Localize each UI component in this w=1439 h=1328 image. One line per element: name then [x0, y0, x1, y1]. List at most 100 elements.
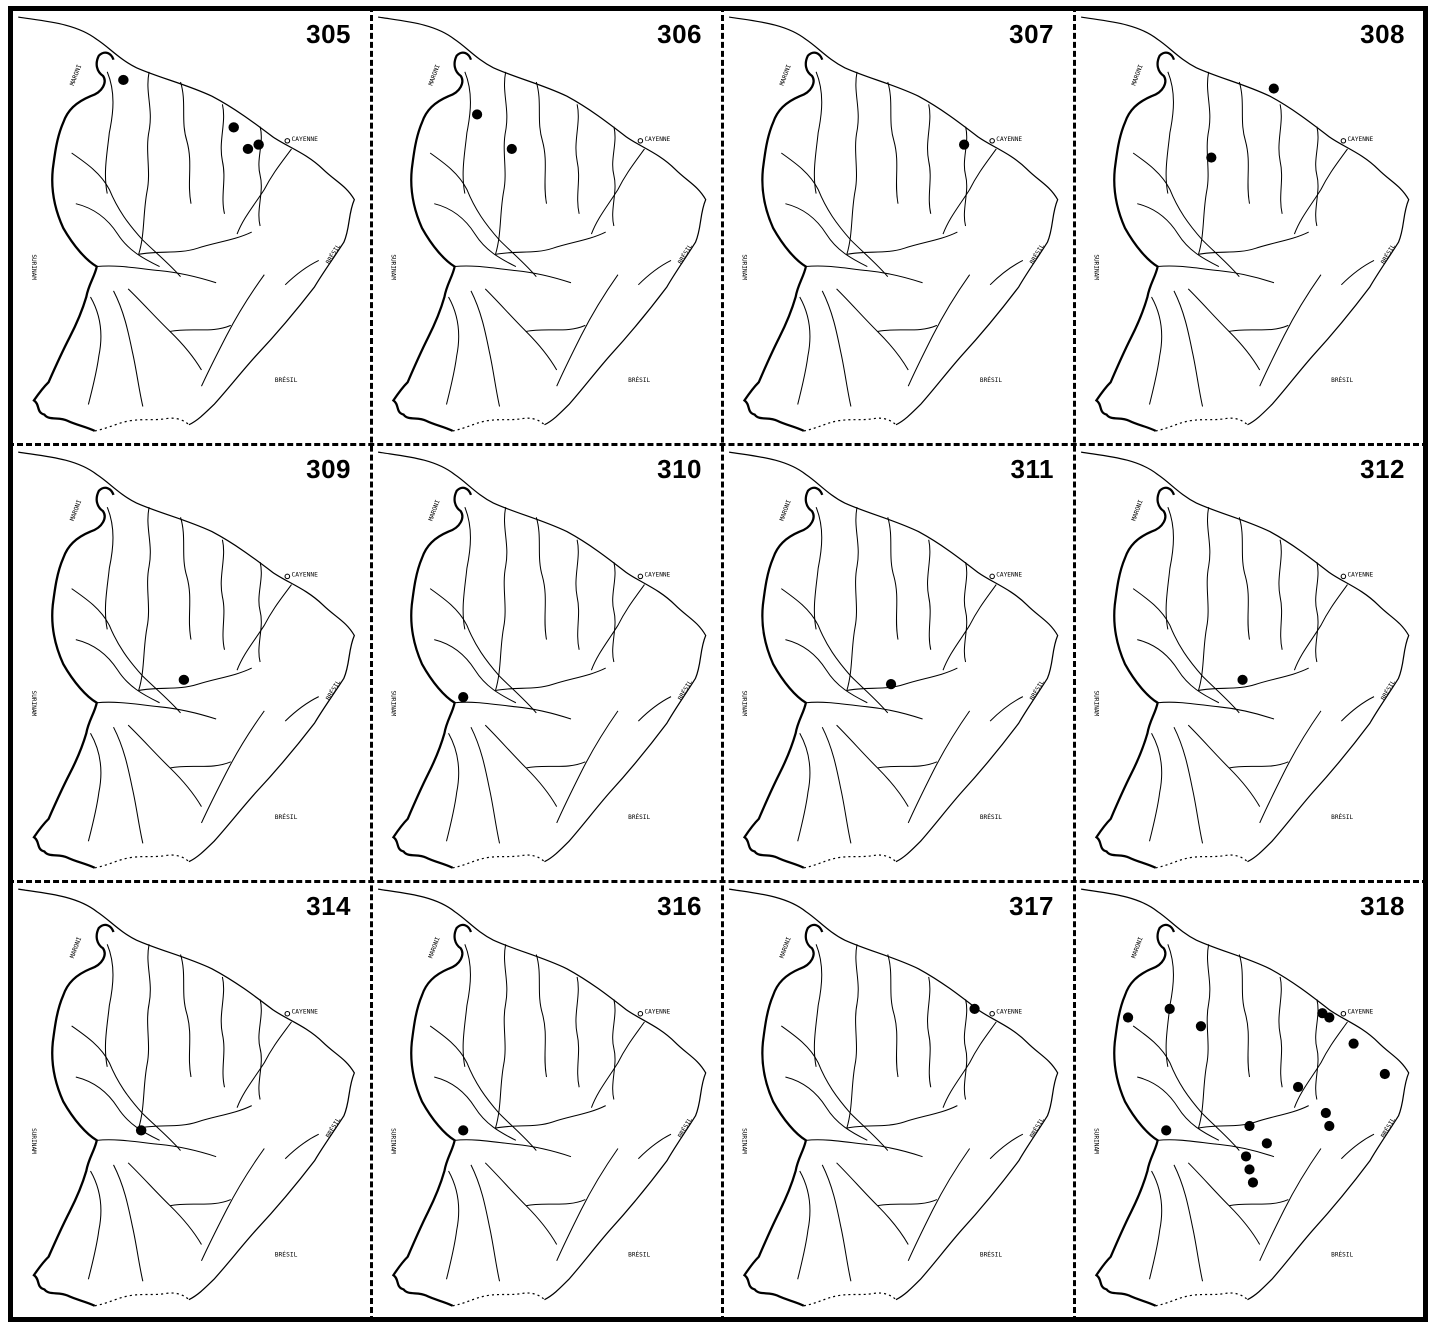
map-coastline-rivers	[376, 15, 707, 432]
locality-dot	[1240, 1151, 1252, 1162]
map-label-river: MARONI	[427, 63, 441, 86]
map-label-west: SURINAM	[740, 254, 747, 280]
panel-divider-vertical	[1073, 6, 1076, 1322]
map-label-town: CAYENNE	[644, 136, 670, 143]
locality-dot	[885, 679, 897, 690]
guiana-outline-map: CAYENNE BRÉSIL MARONI SURINAM BRÉSIL	[17, 887, 356, 1307]
locality-dot	[1244, 1164, 1255, 1175]
guiana-outline-map: CAYENNE BRÉSIL MARONI SURINAM BRÉSIL	[1079, 15, 1410, 432]
map-label-town: CAYENNE	[996, 1009, 1022, 1016]
map-label-town: CAYENNE	[996, 571, 1022, 578]
map-label-south: BRÉSIL	[1331, 375, 1353, 384]
map-label-west: SURINAM	[1092, 1128, 1099, 1154]
map-panel: CAYENNE BRÉSIL MARONI SURINAM BRÉSIL 312	[1076, 446, 1423, 879]
map-label-south: BRÉSIL	[628, 812, 650, 821]
panel-number: 316	[657, 891, 702, 921]
locality-dot	[135, 1125, 147, 1136]
map-label-town: CAYENNE	[1347, 1009, 1373, 1016]
map-coastline-rivers	[727, 15, 1059, 432]
guiana-outline-map: CAYENNE BRÉSIL MARONI SURINAM BRÉSIL	[17, 450, 356, 869]
map-label-river: MARONI	[779, 63, 793, 86]
map-label-south: BRÉSIL	[275, 1250, 298, 1259]
map-coastline-rivers	[727, 450, 1059, 869]
panel-number: 307	[1009, 19, 1054, 49]
map-label-east: BRÉSIL	[675, 678, 694, 702]
map-label-east: BRÉSIL	[675, 1115, 694, 1139]
map-coastline-rivers	[376, 450, 707, 869]
locality-dot	[1348, 1038, 1359, 1049]
map-coastline-rivers	[1079, 888, 1410, 1307]
panel-number: 317	[1009, 891, 1054, 921]
map-label-river: MARONI	[69, 936, 83, 959]
map-panel: CAYENNE BRÉSIL MARONI SURINAM BRÉSIL 314	[13, 883, 369, 1317]
guiana-outline-map: CAYENNE BRÉSIL MARONI SURINAM BRÉSIL	[1079, 888, 1410, 1307]
panel-number: 308	[1360, 19, 1405, 49]
locality-dot	[1195, 1021, 1207, 1032]
map-label-west: SURINAM	[740, 691, 747, 717]
map-panel: CAYENNE BRÉSIL MARONI SURINAM BRÉSIL 309	[13, 446, 369, 879]
guiana-outline-map: CAYENNE BRÉSIL MARONI SURINAM BRÉSIL	[376, 450, 707, 869]
locality-dot	[118, 74, 129, 86]
map-label-south: BRÉSIL	[628, 375, 650, 384]
guiana-outline-map: CAYENNE BRÉSIL MARONI SURINAM BRÉSIL	[376, 15, 707, 432]
guiana-outline-map: CAYENNE BRÉSIL MARONI SURINAM BRÉSIL	[17, 15, 356, 432]
locality-dot	[1247, 1177, 1259, 1188]
map-coastline-rivers	[17, 15, 356, 432]
map-label-town: CAYENNE	[292, 1009, 319, 1016]
panel-divider-horizontal	[8, 880, 1428, 883]
locality-dot	[458, 692, 469, 703]
map-label-east: BRÉSIL	[1027, 678, 1046, 702]
map-label-east: BRÉSIL	[1027, 242, 1046, 266]
map-label-west: SURINAM	[1092, 254, 1099, 280]
map-label-south: BRÉSIL	[628, 1250, 650, 1259]
locality-dot	[506, 143, 517, 154]
map-label-river: MARONI	[1130, 936, 1144, 959]
map-label-west: SURINAM	[30, 1128, 37, 1154]
locality-dot	[1379, 1068, 1390, 1080]
map-label-town: CAYENNE	[644, 1009, 670, 1016]
locality-dot	[253, 139, 264, 150]
panel-divider-vertical	[721, 6, 724, 1322]
guiana-outline-map: CAYENNE BRÉSIL MARONI SURINAM BRÉSIL	[727, 450, 1059, 869]
locality-dot	[1292, 1081, 1304, 1093]
locality-dot	[1122, 1012, 1134, 1023]
map-panel: CAYENNE BRÉSIL MARONI SURINAM BRÉSIL 318	[1076, 883, 1423, 1317]
locality-dot	[1261, 1138, 1272, 1149]
locality-dot	[969, 1003, 980, 1014]
locality-dot	[1206, 152, 1217, 163]
map-label-east: BRÉSIL	[1027, 1115, 1046, 1139]
panel-number: 309	[306, 454, 351, 484]
map-label-town: CAYENNE	[644, 571, 670, 578]
panel-number: 311	[1010, 454, 1054, 484]
map-label-south: BRÉSIL	[1331, 1250, 1353, 1259]
panel-number: 312	[1360, 454, 1405, 484]
map-label-south: BRÉSIL	[980, 812, 1002, 821]
map-label-west: SURINAM	[389, 1128, 396, 1154]
locality-dot	[1237, 674, 1248, 685]
map-label-east: BRÉSIL	[675, 242, 694, 266]
map-label-west: SURINAM	[1092, 691, 1099, 717]
map-label-west: SURINAM	[740, 1128, 747, 1154]
map-label-south: BRÉSIL	[275, 375, 298, 384]
map-label-south: BRÉSIL	[980, 1250, 1002, 1259]
map-label-river: MARONI	[779, 499, 793, 522]
locality-dot	[1244, 1120, 1255, 1132]
map-label-river: MARONI	[779, 936, 793, 959]
panel-number: 305	[306, 19, 351, 49]
locality-dot	[1324, 1120, 1335, 1132]
panel-number: 318	[1360, 891, 1405, 921]
map-label-town: CAYENNE	[1347, 571, 1373, 578]
locality-dot	[228, 122, 239, 133]
locality-dot	[178, 674, 190, 685]
map-coastline-rivers	[1079, 15, 1410, 432]
map-panel: CAYENNE BRÉSIL MARONI SURINAM BRÉSIL 308	[1076, 11, 1423, 442]
map-label-river: MARONI	[1130, 63, 1144, 86]
map-panel: CAYENNE BRÉSIL MARONI SURINAM BRÉSIL 305	[13, 11, 369, 442]
map-panel: CAYENNE BRÉSIL MARONI SURINAM BRÉSIL 317	[724, 883, 1072, 1317]
map-label-town: CAYENNE	[996, 136, 1022, 143]
guiana-outline-map: CAYENNE BRÉSIL MARONI SURINAM BRÉSIL	[376, 888, 707, 1307]
guiana-outline-map: CAYENNE BRÉSIL MARONI SURINAM BRÉSIL	[727, 888, 1059, 1307]
map-coastline-rivers	[17, 450, 356, 869]
guiana-outline-map: CAYENNE BRÉSIL MARONI SURINAM BRÉSIL	[1079, 450, 1410, 869]
locality-dot	[959, 139, 970, 150]
